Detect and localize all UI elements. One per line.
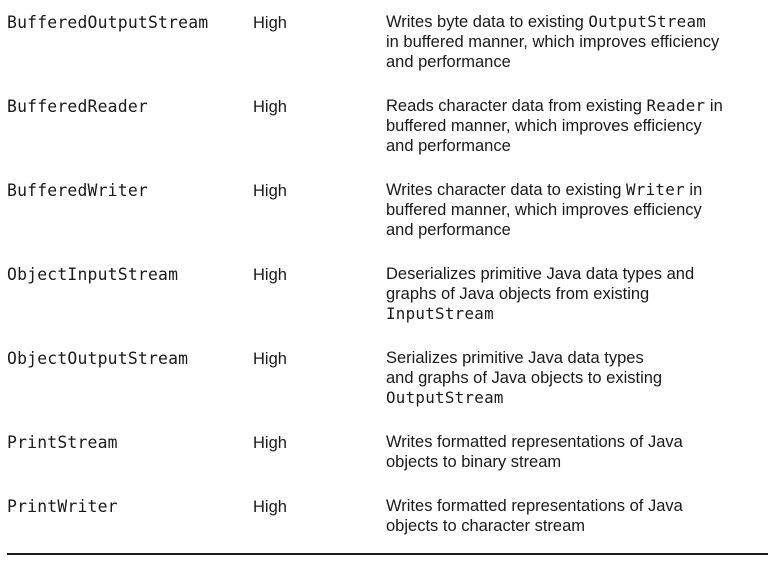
class-name: BufferedOutputStream bbox=[7, 13, 209, 32]
class-name: PrintStream bbox=[7, 433, 118, 452]
description-line: objects to character stream bbox=[386, 517, 585, 535]
level-cell: High bbox=[253, 14, 287, 32]
description-text: and performance bbox=[386, 53, 511, 71]
description-line: and performance bbox=[386, 52, 771, 72]
description-text: Writes character data to existing bbox=[386, 181, 626, 199]
level-cell: High bbox=[253, 266, 287, 284]
class-name: BufferedReader bbox=[7, 97, 148, 116]
description-line: and performance bbox=[386, 136, 771, 156]
description-line: buffered manner, which improves efficien… bbox=[386, 201, 702, 219]
description-text: in bbox=[705, 97, 723, 115]
level-cell: High bbox=[253, 498, 287, 516]
code-ref: Reader bbox=[646, 96, 706, 115]
description-text: and performance bbox=[386, 221, 511, 239]
description-line: in buffered manner, which improves effic… bbox=[386, 33, 720, 51]
description-line: Writes character data to existing Writer… bbox=[386, 180, 771, 200]
description-line: Reads character data from existing Reade… bbox=[386, 96, 771, 116]
description-line: InputStream bbox=[386, 304, 771, 324]
description-line: and graphs of Java objects to existing bbox=[386, 369, 663, 387]
level-cell: High bbox=[253, 98, 287, 116]
class-name: ObjectOutputStream bbox=[7, 349, 189, 368]
description-cell: Writes formatted representations of Java… bbox=[386, 432, 771, 472]
description-line: Writes formatted representations of Java bbox=[386, 496, 771, 516]
level-cell: High bbox=[253, 182, 287, 200]
description-text: in bbox=[684, 181, 703, 199]
description-line: Serializes primitive Java data types bbox=[386, 348, 771, 368]
table-bottom-rule bbox=[7, 553, 768, 555]
description-line: OutputStream bbox=[386, 388, 771, 408]
description-line: and performance bbox=[386, 220, 771, 240]
description-line: Deserializes primitive Java data types a… bbox=[386, 264, 771, 284]
description-line: Writes formatted representations of Java bbox=[386, 432, 771, 452]
description-cell: Serializes primitive Java data types and… bbox=[386, 348, 771, 408]
description-text: Deserializes primitive Java data types a… bbox=[386, 265, 695, 283]
description-text: Writes formatted representations of Java bbox=[386, 497, 683, 515]
class-name: ObjectInputStream bbox=[7, 265, 179, 284]
description-text: Writes byte data to existing bbox=[386, 13, 589, 31]
description-text: Writes formatted representations of Java bbox=[386, 433, 683, 451]
description-text: Reads character data from existing bbox=[386, 97, 647, 115]
description-cell: Writes character data to existing Writer… bbox=[386, 180, 771, 240]
description-cell: Writes byte data to existing OutputStrea… bbox=[386, 12, 771, 72]
code-ref: InputStream bbox=[386, 304, 494, 323]
description-text: Serializes primitive Java data types bbox=[386, 349, 644, 367]
level-cell: High bbox=[253, 434, 287, 452]
code-ref: OutputStream bbox=[588, 12, 707, 31]
description-text: and performance bbox=[386, 137, 511, 155]
description-line: Writes byte data to existing OutputStrea… bbox=[386, 12, 771, 32]
description-cell: Deserializes primitive Java data types a… bbox=[386, 264, 771, 324]
description-cell: Reads character data from existing Reade… bbox=[386, 96, 771, 156]
class-name: PrintWriter bbox=[7, 497, 118, 516]
class-name: BufferedWriter bbox=[7, 181, 148, 200]
description-line: graphs of Java objects from existing bbox=[386, 285, 650, 303]
description-line: objects to binary stream bbox=[386, 453, 562, 471]
code-ref: OutputStream bbox=[386, 388, 504, 407]
description-line: buffered manner, which improves efficien… bbox=[386, 117, 702, 135]
level-cell: High bbox=[253, 350, 287, 368]
description-cell: Writes formatted representations of Java… bbox=[386, 496, 771, 536]
code-ref: Writer bbox=[625, 180, 685, 199]
